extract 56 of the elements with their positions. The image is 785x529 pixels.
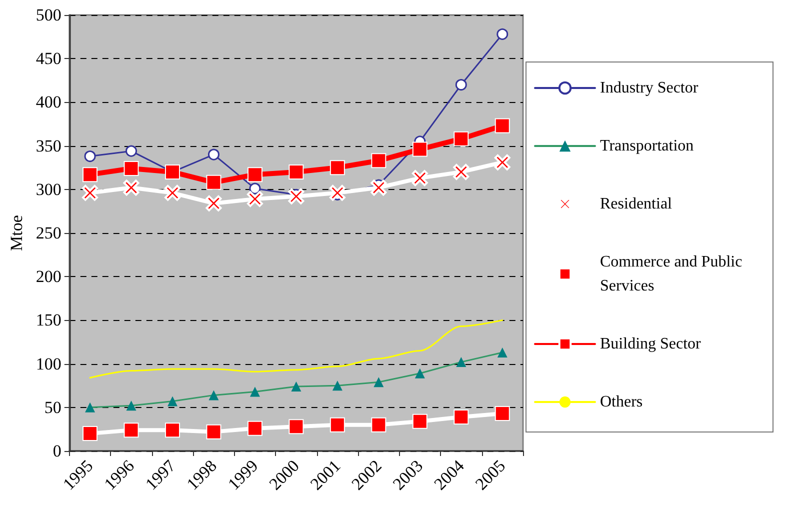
point xyxy=(206,195,222,212)
y-tick-label: 250 xyxy=(36,224,62,242)
point xyxy=(246,190,263,207)
point xyxy=(494,118,510,134)
y-tick-label: 350 xyxy=(36,136,62,156)
point xyxy=(206,424,222,440)
y-tick-label: 300 xyxy=(36,180,62,199)
point xyxy=(82,184,98,201)
point xyxy=(208,148,220,160)
point xyxy=(206,174,222,190)
legend-label: Residential xyxy=(600,196,673,212)
point xyxy=(330,417,345,432)
legend-label: Others xyxy=(600,394,643,410)
y-tick-label: 0 xyxy=(52,442,62,460)
point xyxy=(124,160,139,176)
point xyxy=(371,417,386,432)
point xyxy=(454,131,469,146)
point xyxy=(288,164,304,180)
point xyxy=(494,154,510,170)
point xyxy=(82,426,98,442)
point xyxy=(82,167,98,182)
point xyxy=(84,150,96,162)
point xyxy=(249,182,261,194)
y-tick-label: 400 xyxy=(36,92,62,112)
point xyxy=(370,180,387,196)
y-tick-label: 200 xyxy=(36,267,62,286)
point xyxy=(330,160,345,176)
y-tick-label: 100 xyxy=(36,354,62,374)
y-tick-label: 150 xyxy=(36,310,62,330)
point xyxy=(496,28,508,40)
point xyxy=(371,153,386,168)
legend-label: Transportation xyxy=(600,138,694,154)
legend-label: Building Sector xyxy=(600,336,702,352)
line-series xyxy=(89,319,504,378)
point xyxy=(455,79,467,91)
legend-label: Industry Sector xyxy=(600,80,699,96)
y-tick-label: 50 xyxy=(44,398,62,417)
point xyxy=(412,170,428,186)
point xyxy=(164,422,180,438)
y-tick-label: 500 xyxy=(36,6,62,24)
point xyxy=(288,188,304,204)
point xyxy=(164,184,180,201)
point xyxy=(124,422,139,438)
point xyxy=(288,419,304,434)
point xyxy=(247,167,262,182)
point xyxy=(123,180,140,196)
legend-label: Commerce and Public Services xyxy=(600,254,746,294)
point xyxy=(247,420,262,436)
point xyxy=(494,406,510,422)
y-tick-label: 450 xyxy=(36,49,62,68)
y-axis-title: Mtoe xyxy=(7,215,26,251)
point xyxy=(454,409,469,424)
point xyxy=(412,142,428,157)
point xyxy=(453,164,470,180)
point xyxy=(412,414,428,429)
point xyxy=(126,145,138,157)
